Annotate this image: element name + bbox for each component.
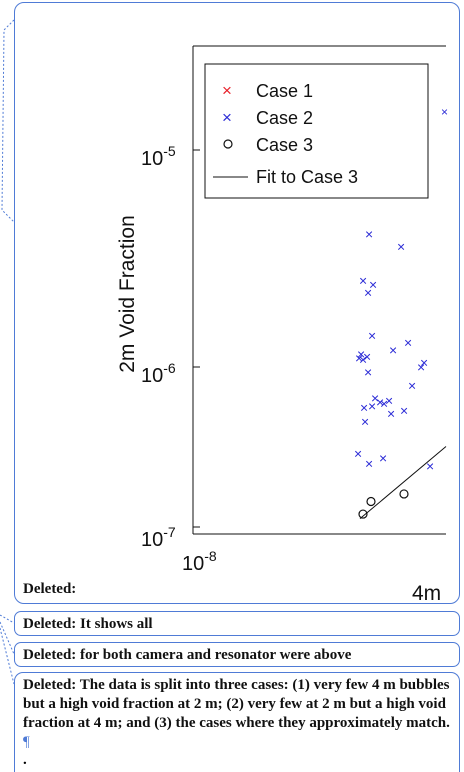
case-2-point: × bbox=[360, 400, 368, 416]
comment-balloon-three-cases[interactable]: Deleted: The data is split into three ca… bbox=[14, 672, 460, 772]
case-2-point: × bbox=[380, 395, 388, 411]
case-2-point: × bbox=[365, 226, 373, 242]
pilcrow-mark: ¶ bbox=[23, 734, 30, 750]
case-2-point: × bbox=[417, 359, 425, 375]
y-tick-label-1e-5: 10-5 bbox=[141, 143, 176, 170]
case-2-point: × bbox=[359, 273, 367, 289]
case-2-point: × bbox=[397, 238, 405, 254]
case-3-series bbox=[358, 489, 409, 519]
case-2-point: × bbox=[385, 393, 393, 409]
comment-body: Deleted: The data is split into three ca… bbox=[23, 677, 450, 731]
legend-box bbox=[204, 63, 429, 199]
case-2-point: × bbox=[368, 327, 376, 343]
case-2-point: × bbox=[426, 458, 434, 474]
case-2-point: × bbox=[369, 276, 377, 292]
y-axis-label: 2m Void Fraction bbox=[116, 215, 139, 373]
case-2-point: × bbox=[389, 342, 397, 358]
stray-marker: × bbox=[441, 105, 448, 119]
case-2-point: × bbox=[355, 350, 363, 366]
legend-label-fit: Fit to Case 3 bbox=[256, 167, 358, 187]
case-2-point: × bbox=[359, 352, 367, 368]
case-2-point: × bbox=[376, 394, 384, 410]
x-tick-label-1e-8: 10-8 bbox=[182, 548, 217, 575]
case-2-point: × bbox=[361, 414, 369, 430]
comment-text: Deleted: It shows all bbox=[23, 616, 153, 632]
legend: × Case 1 × Case 2 Case 3 Fit to Case 3 bbox=[204, 63, 429, 199]
legend-marker-case-2: × bbox=[222, 108, 232, 127]
comment-text: Deleted: bbox=[23, 581, 77, 597]
case-2-point: × bbox=[357, 346, 365, 362]
case-2-point: × bbox=[368, 398, 376, 414]
case-2-point: × bbox=[371, 390, 379, 406]
case-2-point: × bbox=[400, 403, 408, 419]
fit-line-case-3 bbox=[359, 446, 447, 520]
case-2-point: × bbox=[364, 364, 372, 380]
case-2-point: × bbox=[408, 378, 416, 394]
comment-balloon-camera-resonator[interactable]: Deleted: for both camera and resonator w… bbox=[14, 642, 460, 667]
case-3-point bbox=[358, 509, 368, 519]
y-tick-label-1e-7: 10-7 bbox=[141, 524, 176, 551]
case-2-point: × bbox=[379, 450, 387, 466]
void-fraction-chart: 10-5 10-6 10-7 10-8 2m Void Fraction 4m … bbox=[116, 45, 448, 605]
case-2-point: × bbox=[364, 285, 372, 301]
case-2-point: × bbox=[365, 455, 373, 471]
x-axis-label: 4m bbox=[412, 582, 441, 605]
case-2-series: ××× ××× ×××××× ××××× ××××× ×××× ×× × bbox=[354, 226, 434, 474]
legend-label-case-1: Case 1 bbox=[256, 81, 313, 101]
case-2-point: × bbox=[404, 334, 412, 350]
case-2-point: × bbox=[387, 406, 395, 422]
legend-marker-case-1: × bbox=[222, 81, 232, 100]
comment-text: Deleted: for both camera and resonator w… bbox=[23, 647, 352, 663]
case-2-point: × bbox=[363, 348, 371, 364]
comment-balloon-it-shows-all[interactable]: Deleted: It shows all bbox=[14, 611, 460, 636]
y-tick-label-1e-6: 10-6 bbox=[141, 360, 176, 387]
case-3-point bbox=[366, 496, 376, 507]
legend-label-case-3: Case 3 bbox=[256, 135, 313, 155]
case-2-point: × bbox=[420, 354, 428, 370]
case-2-point: × bbox=[354, 445, 362, 461]
case-3-point bbox=[399, 489, 409, 499]
comment-text: Deleted: The data is split into three ca… bbox=[23, 676, 451, 752]
legend-marker-case-3 bbox=[223, 139, 233, 149]
legend-label-case-2: Case 2 bbox=[256, 108, 313, 128]
paragraph-tail: . bbox=[23, 752, 27, 768]
